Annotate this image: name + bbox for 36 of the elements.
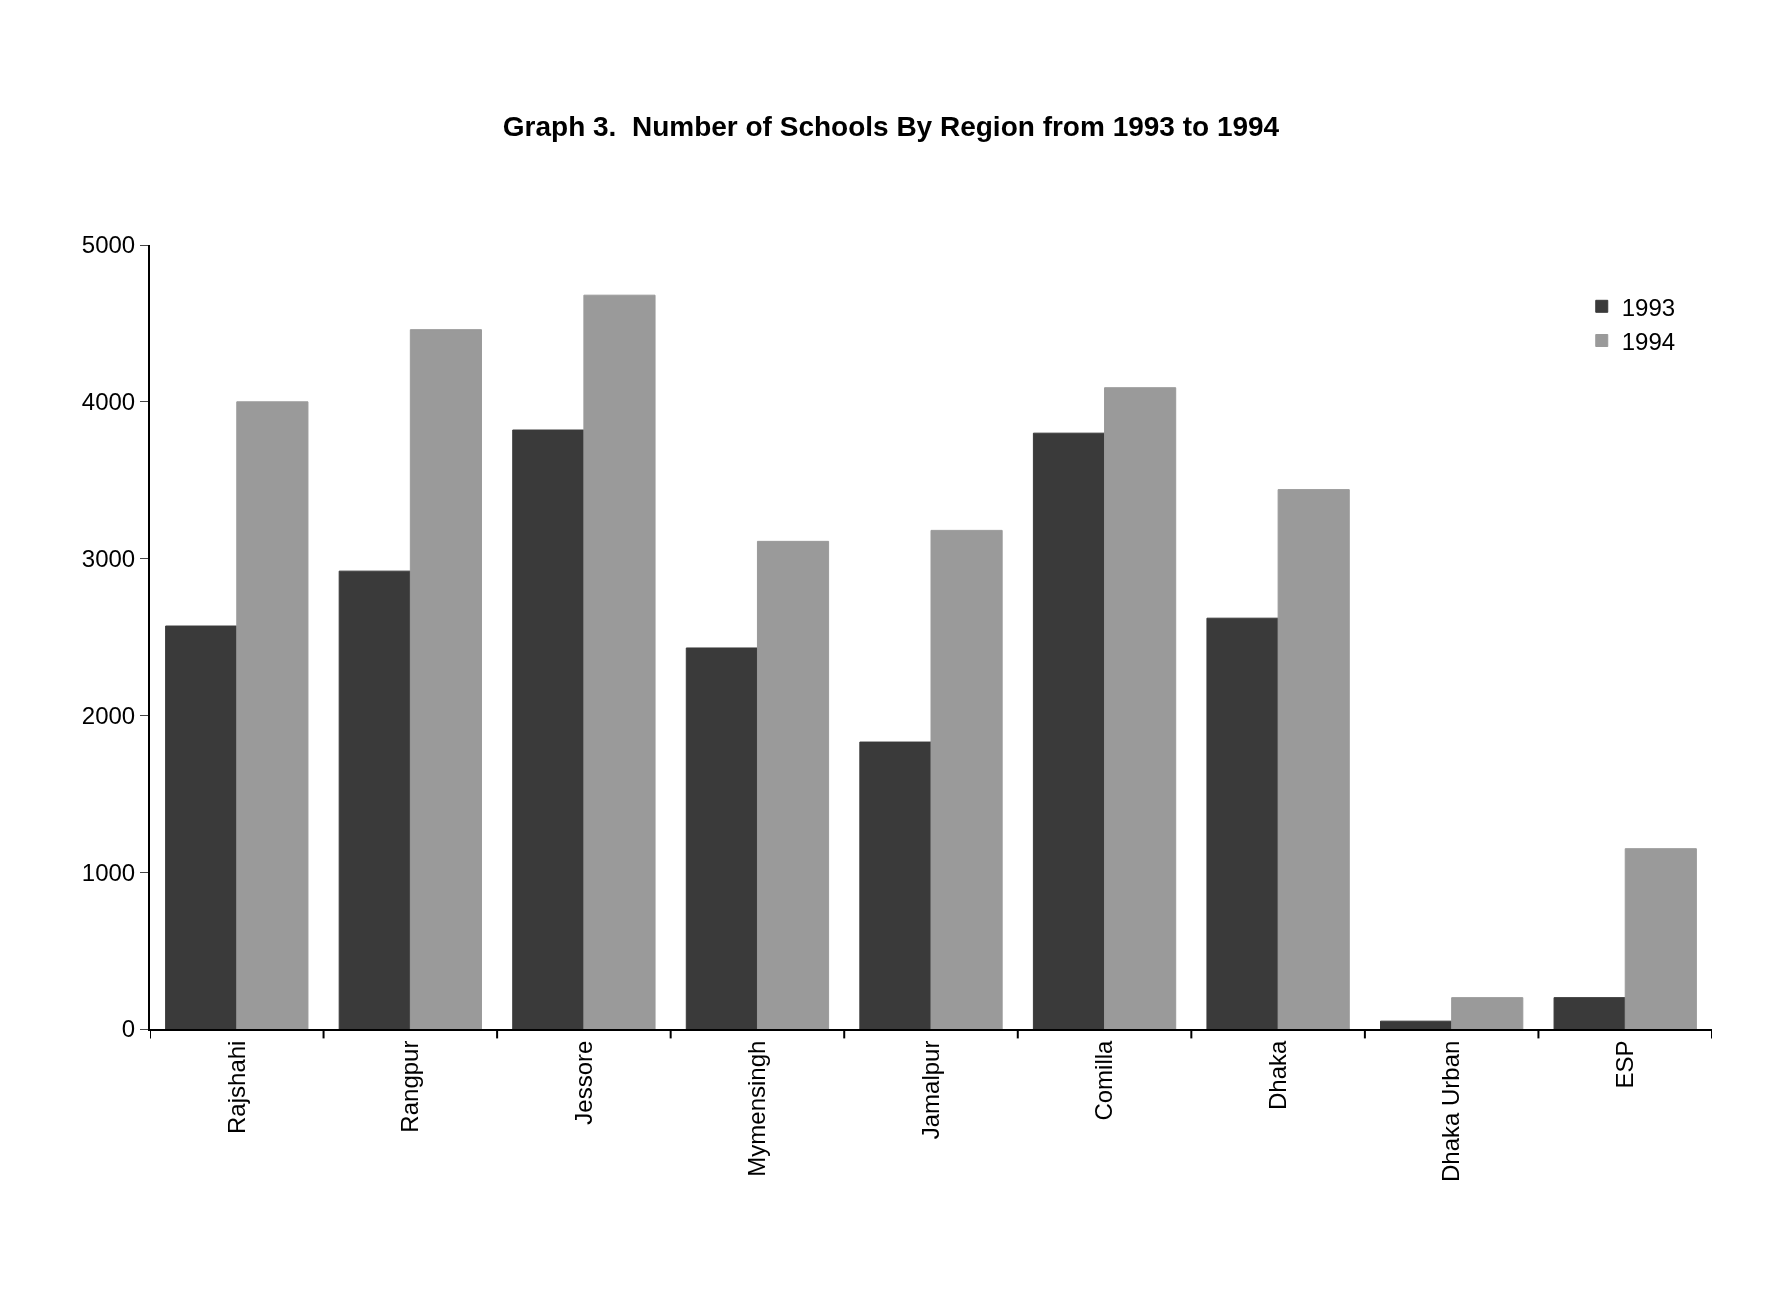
bar [236,401,309,1029]
bar [1380,1020,1453,1029]
bar [409,329,482,1029]
x-tick-label: Jamalpur [916,1040,944,1140]
bar [583,294,656,1029]
bar [1032,432,1106,1029]
x-tick-label: Mymensingh [743,1040,771,1177]
legend-label: 1994 [1621,327,1676,355]
x-tick-label: Dhaka Urban [1437,1040,1465,1183]
x-tick-label: Dhaka [1263,1039,1291,1110]
bar [1104,387,1177,1029]
bar [1277,489,1350,1029]
chart-title: Graph 3. Number of Schools By Region from 1993 to 1994 [502,110,1280,142]
bar [1451,997,1524,1029]
y-tick-label: 3000 [81,545,136,572]
bar [859,741,932,1029]
x-tick-label: ESP [1611,1040,1639,1089]
bar [685,647,758,1029]
bar [1206,617,1279,1029]
bar [930,529,1003,1029]
legend-label: 1993 [1621,293,1676,321]
x-tick-label: Rangpur [396,1040,424,1133]
y-tick-label: 2000 [81,701,136,729]
bar [165,625,238,1029]
bar [1624,848,1697,1029]
x-tick-label: Rajshahi [222,1040,250,1134]
bar [512,429,585,1029]
bar [756,540,830,1029]
y-tick-label: 0 [121,1015,136,1043]
x-tick-label: Comilla [1090,1039,1118,1121]
y-tick-label: 5000 [81,231,136,259]
y-tick-label: 4000 [81,388,136,416]
y-tick-label: 1000 [81,858,136,886]
bar [1553,997,1626,1029]
bar [338,570,411,1029]
x-tick-label: Jessore [569,1040,597,1125]
